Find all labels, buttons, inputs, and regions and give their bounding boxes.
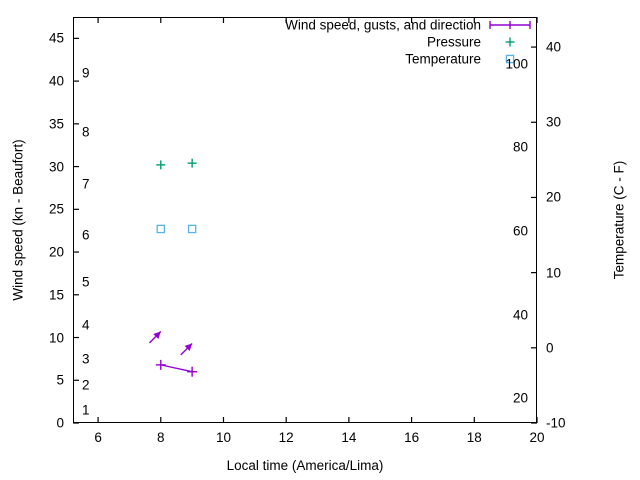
x-axis-title: Local time (America/Lima) <box>226 458 384 473</box>
x-tick-label-14: 14 <box>341 430 357 445</box>
legend-label-pressure: Pressure <box>426 34 481 50</box>
beaufort-label-2: 2 <box>82 376 90 392</box>
beaufort-label-4: 4 <box>82 316 90 332</box>
y-tick-label-10: 10 <box>48 329 64 345</box>
x-tick-label-16: 16 <box>404 430 420 445</box>
beaufort-label-9: 9 <box>82 64 90 80</box>
x-tick-label-20: 20 <box>529 430 545 445</box>
y-tick-label-20: 20 <box>48 244 64 260</box>
fahrenheit-label-80: 80 <box>512 139 528 155</box>
beaufort-label-7: 7 <box>82 175 90 191</box>
x-tick-label-6: 6 <box>94 430 102 445</box>
y-tick-label-30: 30 <box>48 158 64 174</box>
beaufort-label-3: 3 <box>82 351 90 367</box>
data-series-layer <box>148 158 198 377</box>
plot-area-border <box>73 17 537 423</box>
y-tick-label-0: 0 <box>56 415 64 431</box>
beaufort-label-5: 5 <box>82 274 90 290</box>
y-tick-label-15: 15 <box>48 287 64 303</box>
beaufort-label-1: 1 <box>82 402 90 418</box>
legend-label-wind: Wind speed, gusts, and direction <box>285 17 481 33</box>
x-tick-label-8: 8 <box>157 430 165 445</box>
beaufort-label-6: 6 <box>82 227 90 243</box>
y2-tick-label-10: 10 <box>546 264 562 280</box>
x-tick-label-12: 12 <box>278 430 294 445</box>
x-tick-label-18: 18 <box>466 430 482 445</box>
y2-tick-label-40: 40 <box>546 39 562 55</box>
y2-tick-label--10: -10 <box>546 415 566 431</box>
y2-tick-label-20: 20 <box>546 189 562 205</box>
fahrenheit-label-40: 40 <box>512 306 528 322</box>
fahrenheit-label-20: 20 <box>512 390 528 406</box>
y2-axis-title: Temperature (C - F) <box>611 160 627 280</box>
axis-ticks-layer <box>73 17 538 424</box>
x-tick-label-10: 10 <box>215 430 231 445</box>
y2-tick-label-30: 30 <box>546 114 562 130</box>
y-tick-label-25: 25 <box>48 201 64 217</box>
y-tick-label-35: 35 <box>48 116 64 132</box>
y2-tick-label-0: 0 <box>546 340 554 356</box>
beaufort-label-8: 8 <box>82 124 90 140</box>
y-tick-label-45: 45 <box>48 30 64 46</box>
y-tick-label-5: 5 <box>56 372 64 388</box>
y-axis-title: Wind speed (kn - Beaufort) <box>10 139 26 301</box>
legend-symbols <box>489 21 531 64</box>
fahrenheit-label-60: 60 <box>512 222 528 238</box>
legend-label-temperature: Temperature <box>405 51 481 67</box>
fahrenheit-label-100: 100 <box>505 55 528 71</box>
y-tick-label-40: 40 <box>48 73 64 89</box>
